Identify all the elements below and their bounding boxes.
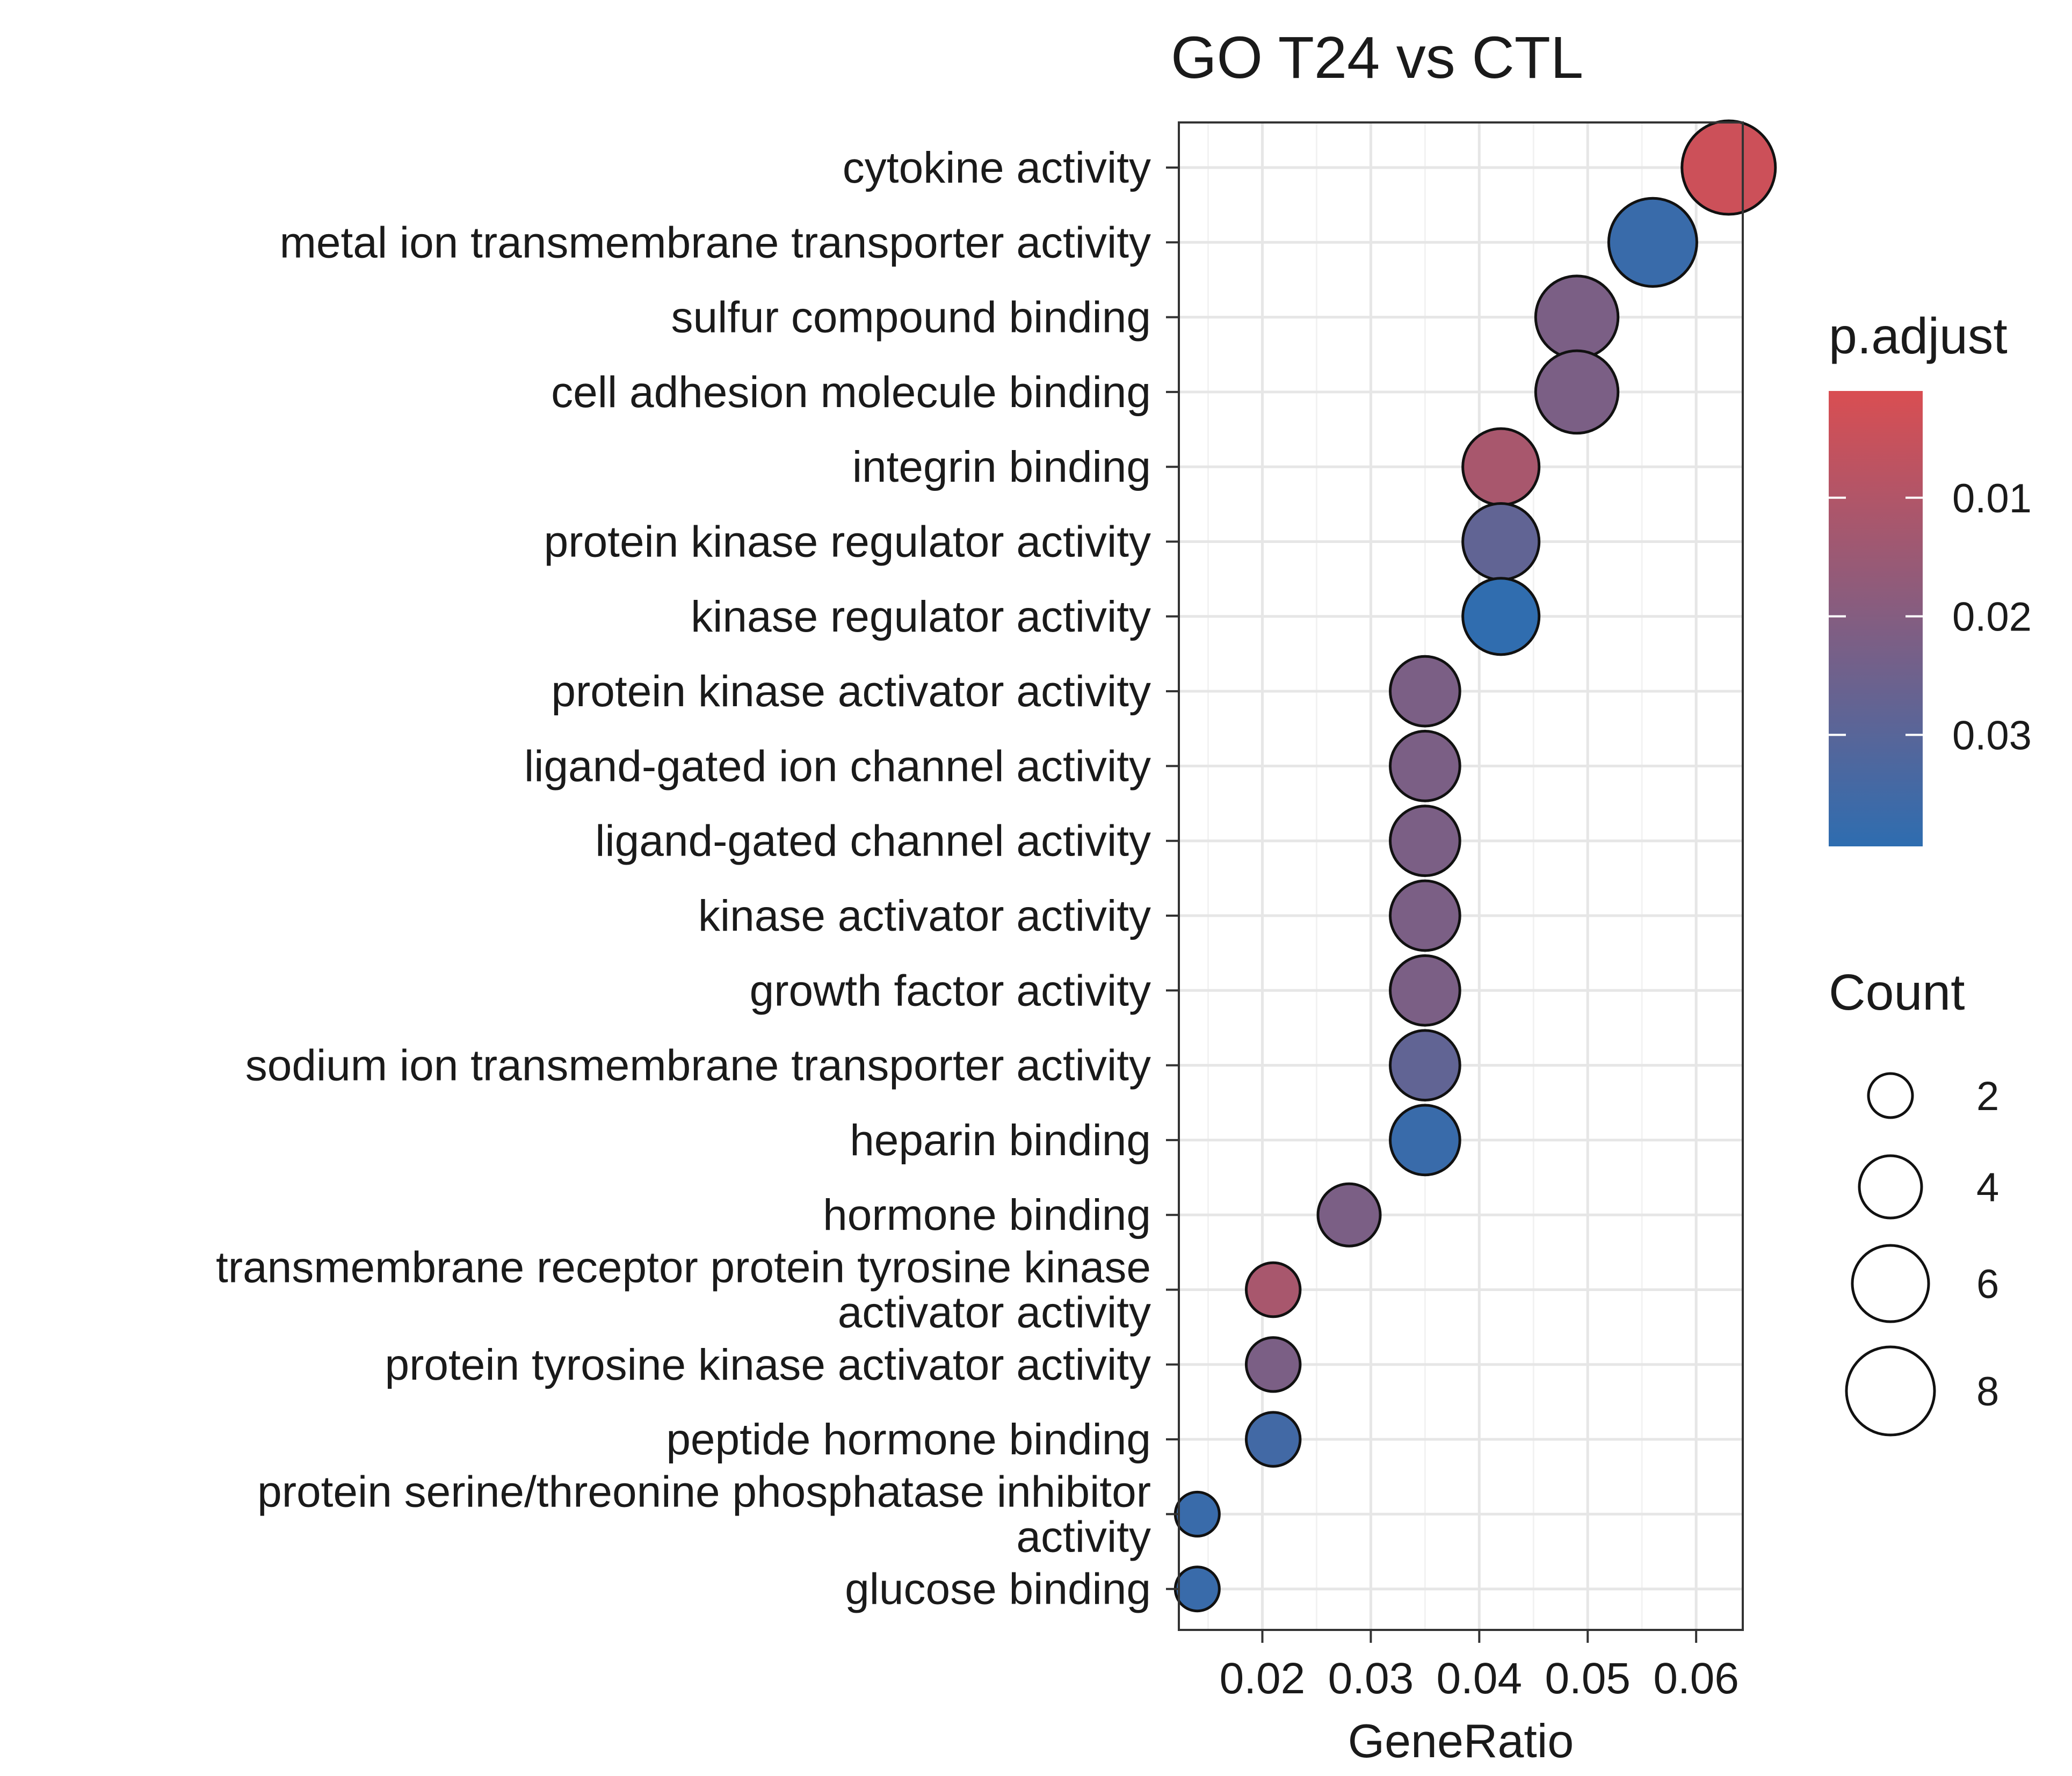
data-point bbox=[1389, 1104, 1461, 1177]
x-axis: 0.02 0.03 0.04 0.05 0.06 bbox=[1220, 1630, 1739, 1703]
data-point bbox=[1316, 1182, 1382, 1248]
data-point bbox=[1607, 197, 1698, 288]
y-tick-label-line: kinase regulator activity bbox=[691, 592, 1151, 641]
x-tick-label: 0.05 bbox=[1545, 1654, 1631, 1703]
color-legend-title: p.adjust bbox=[1829, 308, 2008, 365]
y-tick-label-line: sodium ion transmembrane transporter act… bbox=[245, 1041, 1151, 1090]
size-legend-title: Count bbox=[1829, 964, 1965, 1021]
y-tick-label-line: hormone binding bbox=[823, 1191, 1151, 1239]
data-point bbox=[1389, 730, 1461, 802]
size-legend-circle bbox=[1845, 1345, 1936, 1437]
y-tick-label-line: peptide hormone binding bbox=[666, 1415, 1151, 1464]
y-tick-label: ligand-gated channel activity bbox=[595, 817, 1151, 866]
y-tick-label-line: glucose binding bbox=[845, 1565, 1151, 1614]
chart-title: GO T24 vs CTL bbox=[1171, 25, 1583, 91]
data-point bbox=[1244, 1336, 1302, 1393]
data-point bbox=[1534, 274, 1620, 360]
y-tick-label-line: heparin binding bbox=[850, 1116, 1151, 1165]
size-legend: Count 2 4 6 8 bbox=[1829, 964, 1999, 1437]
x-tick-label: 0.06 bbox=[1653, 1654, 1739, 1703]
data-points bbox=[1173, 119, 1777, 1613]
y-tick-label: kinase activator activity bbox=[698, 891, 1151, 940]
size-legend-circle bbox=[1858, 1154, 1923, 1220]
y-axis: cytokine activity metal ion transmembrane… bbox=[216, 143, 1179, 1614]
size-legend-label: 6 bbox=[1976, 1262, 1999, 1307]
size-legend-label: 2 bbox=[1976, 1074, 1999, 1119]
data-point bbox=[1461, 427, 1541, 506]
data-point bbox=[1389, 954, 1461, 1027]
size-legend-label: 8 bbox=[1976, 1369, 1999, 1415]
data-point bbox=[1461, 502, 1541, 582]
y-tick-label-line: protein kinase regulator activity bbox=[544, 518, 1151, 567]
y-tick-label-line: ligand-gated ion channel activity bbox=[524, 742, 1151, 791]
y-tick-label-line: ligand-gated channel activity bbox=[595, 817, 1151, 866]
y-tick-label: protein tyrosine kinase activator activi… bbox=[385, 1340, 1151, 1389]
size-legend-label: 4 bbox=[1976, 1165, 1999, 1210]
y-tick-label: heparin binding bbox=[850, 1116, 1151, 1165]
size-legend-items: 2 4 6 8 bbox=[1845, 1072, 1999, 1437]
y-tick-label: protein serine/threonine phosphatase inh… bbox=[257, 1467, 1151, 1561]
y-tick-label: transmembrane receptor protein tyrosine … bbox=[216, 1243, 1151, 1337]
y-tick-label-line: kinase activator activity bbox=[698, 891, 1151, 940]
y-tick-label: integrin binding bbox=[852, 443, 1151, 491]
y-tick-label-line: transmembrane receptor protein tyrosine … bbox=[216, 1243, 1151, 1292]
x-tick-label: 0.04 bbox=[1437, 1654, 1523, 1703]
y-tick-label: cell adhesion molecule binding bbox=[551, 368, 1151, 417]
color-tick-label: 0.03 bbox=[1952, 713, 2032, 758]
y-tick-label-line: activity bbox=[1016, 1512, 1151, 1561]
data-point bbox=[1173, 1565, 1221, 1613]
y-tick-label-line: sulfur compound binding bbox=[671, 293, 1151, 342]
y-tick-label: ligand-gated ion channel activity bbox=[524, 742, 1151, 791]
size-legend-circle bbox=[1867, 1072, 1914, 1119]
y-tick-label-line: cell adhesion molecule binding bbox=[551, 368, 1151, 417]
color-tick-label: 0.02 bbox=[1952, 595, 2032, 640]
data-point bbox=[1389, 879, 1461, 952]
y-tick-label: hormone binding bbox=[823, 1191, 1151, 1239]
data-point bbox=[1244, 1411, 1302, 1468]
y-tick-label: kinase regulator activity bbox=[691, 592, 1151, 641]
data-point bbox=[1680, 119, 1777, 216]
x-tick-label: 0.03 bbox=[1328, 1654, 1414, 1703]
data-point bbox=[1389, 804, 1461, 878]
data-point bbox=[1461, 577, 1541, 656]
y-tick-label-line: integrin binding bbox=[852, 443, 1151, 491]
data-point bbox=[1389, 655, 1461, 728]
y-tick-label: sulfur compound binding bbox=[671, 293, 1151, 342]
y-tick-label: sodium ion transmembrane transporter act… bbox=[245, 1041, 1151, 1090]
y-tick-label-line: protein tyrosine kinase activator activi… bbox=[385, 1340, 1151, 1389]
color-bar bbox=[1829, 391, 1923, 846]
y-tick-label-line: metal ion transmembrane transporter acti… bbox=[280, 218, 1151, 267]
y-tick-label: cytokine activity bbox=[843, 143, 1151, 192]
y-tick-label: peptide hormone binding bbox=[666, 1415, 1151, 1464]
x-axis-title: GeneRatio bbox=[1348, 1714, 1574, 1767]
y-tick-label: protein kinase regulator activity bbox=[544, 518, 1151, 567]
y-tick-label: protein kinase activator activity bbox=[551, 667, 1151, 716]
plot-panel bbox=[1173, 119, 1777, 1631]
color-legend-ticks: 0.01 0.02 0.03 bbox=[1829, 476, 2032, 758]
color-tick-label: 0.01 bbox=[1952, 476, 2032, 521]
y-tick-label-line: cytokine activity bbox=[843, 143, 1151, 192]
y-tick-label-line: growth factor activity bbox=[750, 966, 1151, 1015]
color-legend: p.adjust 0.01 0.02 0.03 bbox=[1829, 308, 2032, 846]
x-tick-label: 0.02 bbox=[1220, 1654, 1306, 1703]
data-point bbox=[1244, 1261, 1302, 1318]
y-tick-label: growth factor activity bbox=[750, 966, 1151, 1015]
size-legend-circle bbox=[1851, 1244, 1930, 1323]
y-tick-label-line: protein serine/threonine phosphatase inh… bbox=[257, 1467, 1151, 1516]
y-tick-label-line: protein kinase activator activity bbox=[551, 667, 1151, 716]
y-tick-label: metal ion transmembrane transporter acti… bbox=[280, 218, 1151, 267]
data-point bbox=[1173, 1490, 1221, 1538]
panel-border bbox=[1178, 121, 1744, 1631]
data-point bbox=[1534, 349, 1620, 435]
data-point bbox=[1389, 1029, 1461, 1101]
y-tick-label: glucose binding bbox=[845, 1565, 1151, 1614]
y-tick-label-line: activator activity bbox=[838, 1288, 1151, 1337]
